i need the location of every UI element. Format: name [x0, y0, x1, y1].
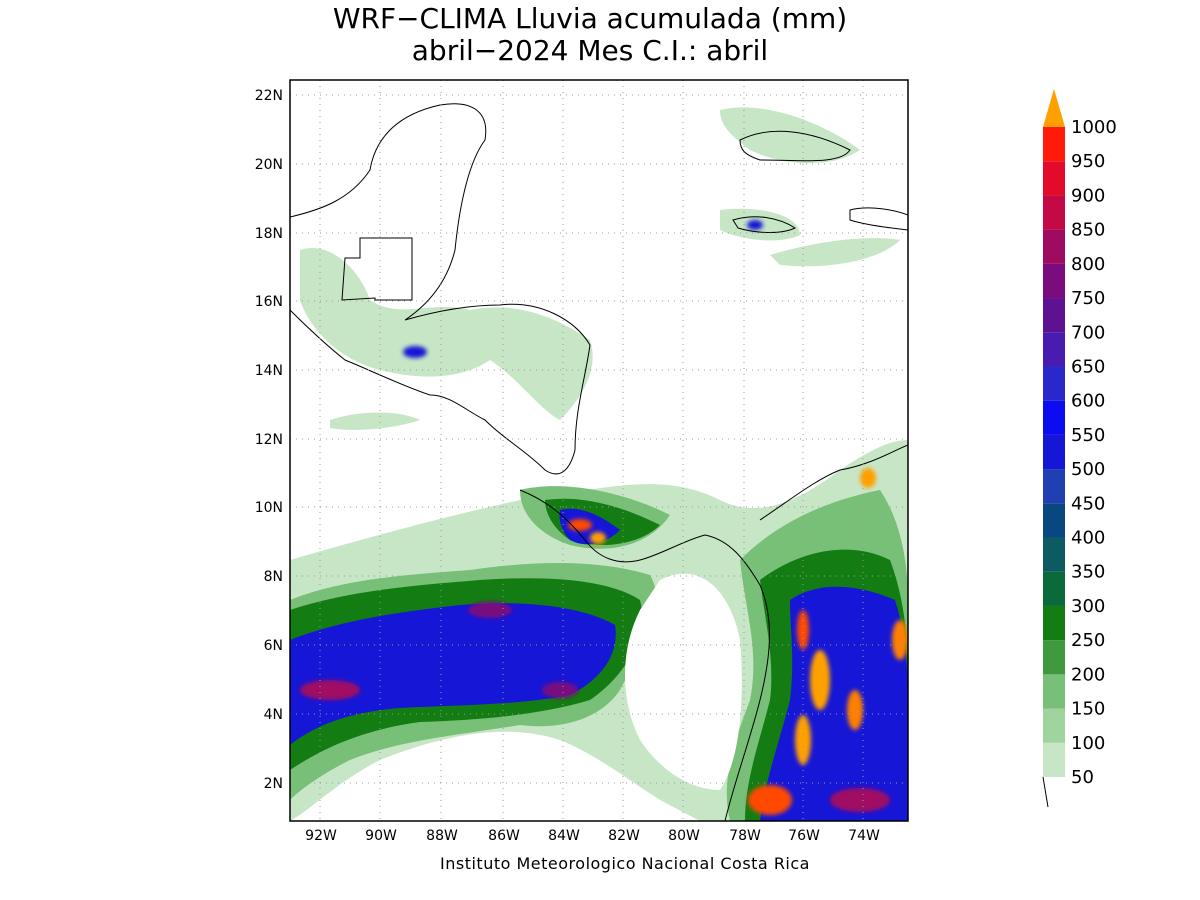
lon-tick-label: 88W	[426, 828, 458, 844]
lat-tick-label: 8N	[264, 569, 283, 585]
lon-tick-label: 76W	[788, 828, 820, 844]
lat-tick-label: 12N	[255, 432, 283, 448]
rain-max-spot	[300, 680, 360, 700]
lat-tick-label: 16N	[255, 294, 283, 310]
colorbar-swatch	[1043, 503, 1065, 538]
colorbar-label: 350	[1071, 562, 1105, 583]
colorbar-label: 900	[1071, 185, 1105, 206]
colorbar-label: 650	[1071, 356, 1105, 377]
rain-max-spot	[810, 650, 830, 710]
rain-contour-50-caribbean	[330, 107, 900, 430]
rain-max-spot	[590, 532, 606, 544]
colorbar-swatch	[1043, 366, 1065, 401]
colorbar-label: 750	[1071, 288, 1105, 309]
colorbar-swatch	[1043, 127, 1065, 162]
dry-zone-south	[350, 748, 700, 821]
lon-axis: 92W 90W 88W 86W 84W 82W 80W 78W 76W 74W	[305, 828, 880, 844]
rain-max-spot	[860, 468, 876, 488]
lat-tick-label: 22N	[255, 88, 283, 104]
colorbar-swatch	[1043, 537, 1065, 572]
institution-credit: Instituto Meteorologico Nacional Costa R…	[440, 854, 810, 873]
lon-tick-label: 80W	[668, 828, 700, 844]
coastlines	[290, 103, 908, 821]
lat-tick-label: 18N	[255, 226, 283, 242]
rain-max-spot	[403, 346, 427, 358]
map-title-line2: abril−2024 Mes C.I.: abril	[411, 34, 769, 67]
lon-tick-label: 74W	[848, 828, 880, 844]
colorbar-min-tail	[1042, 776, 1049, 808]
colorbar-swatch	[1043, 571, 1065, 606]
colorbar-label: 150	[1071, 699, 1105, 720]
colorbar-swatch	[1043, 400, 1065, 435]
rain-max-spot	[747, 220, 763, 230]
lat-tick-label: 2N	[264, 776, 283, 792]
rain-max-spot	[748, 785, 792, 815]
colorbar-label: 700	[1071, 322, 1105, 343]
colorbar-swatch	[1043, 640, 1065, 675]
colorbar-swatch	[1043, 742, 1065, 777]
lat-tick-label: 10N	[255, 500, 283, 516]
colorbar-swatch	[1043, 674, 1065, 709]
colorbar-label: 200	[1071, 664, 1105, 685]
lat-tick-label: 20N	[255, 157, 283, 173]
rain-contour-400	[290, 603, 616, 745]
colorbar-swatch	[1043, 263, 1065, 299]
rain-contour-400-caribbean	[760, 586, 908, 821]
lon-tick-label: 84W	[548, 828, 580, 844]
lat-axis: 22N 20N 18N 16N 14N 12N 10N 8N 6N 4N 2N	[255, 88, 283, 792]
colorbar-swatch	[1043, 469, 1065, 504]
rain-max-spot	[892, 620, 908, 660]
graticule	[290, 80, 908, 821]
colorbar-label: 400	[1071, 528, 1105, 549]
colorbar-label: 850	[1071, 220, 1105, 241]
colorbar-swatch	[1043, 708, 1065, 743]
colorbar-label: 1000	[1071, 117, 1117, 138]
colorbar-label: 950	[1071, 151, 1105, 172]
rain-contour-50-north	[300, 248, 593, 420]
colorbar-swatch	[1043, 298, 1065, 333]
rain-max-spot	[847, 690, 863, 730]
colorbar-label: 300	[1071, 596, 1105, 617]
lon-tick-label: 86W	[488, 828, 520, 844]
colorbar-swatch	[1043, 332, 1065, 367]
colorbar-max-arrow	[1043, 89, 1065, 127]
colorbar-swatch	[1043, 605, 1065, 641]
map-title-line1: WRF−CLIMA Lluvia acumulada (mm)	[332, 2, 848, 35]
lat-tick-label: 4N	[264, 707, 283, 723]
colorbar-swatch	[1043, 434, 1065, 470]
colorbar-label: 550	[1071, 425, 1105, 446]
colorbar-label: 50	[1071, 767, 1094, 788]
colorbar-label: 100	[1071, 733, 1105, 754]
colorbar-label: 250	[1071, 630, 1105, 651]
rain-max-spot	[830, 788, 890, 812]
map-frame	[289, 79, 909, 822]
colorbar: 50 100 150 200 250 300 350 400 450 500 550 600 650 70…	[1042, 89, 1117, 808]
lat-tick-label: 14N	[255, 363, 283, 379]
lon-tick-label: 90W	[365, 828, 397, 844]
rain-max-spot	[797, 610, 809, 650]
colorbar-swatch	[1043, 161, 1065, 196]
colorbar-label: 500	[1071, 459, 1105, 480]
colorbar-swatch	[1043, 195, 1065, 230]
lon-tick-label: 78W	[729, 828, 761, 844]
rain-max-spot	[468, 602, 512, 618]
dry-zone	[625, 573, 742, 790]
lon-tick-label: 82W	[608, 828, 640, 844]
colorbar-label: 450	[1071, 493, 1105, 514]
lon-tick-label: 92W	[305, 828, 337, 844]
lat-tick-label: 6N	[264, 638, 283, 654]
colorbar-label: 600	[1071, 391, 1105, 412]
colorbar-label: 800	[1071, 254, 1105, 275]
rain-max-spot	[542, 682, 578, 698]
colorbar-swatch	[1043, 229, 1065, 264]
